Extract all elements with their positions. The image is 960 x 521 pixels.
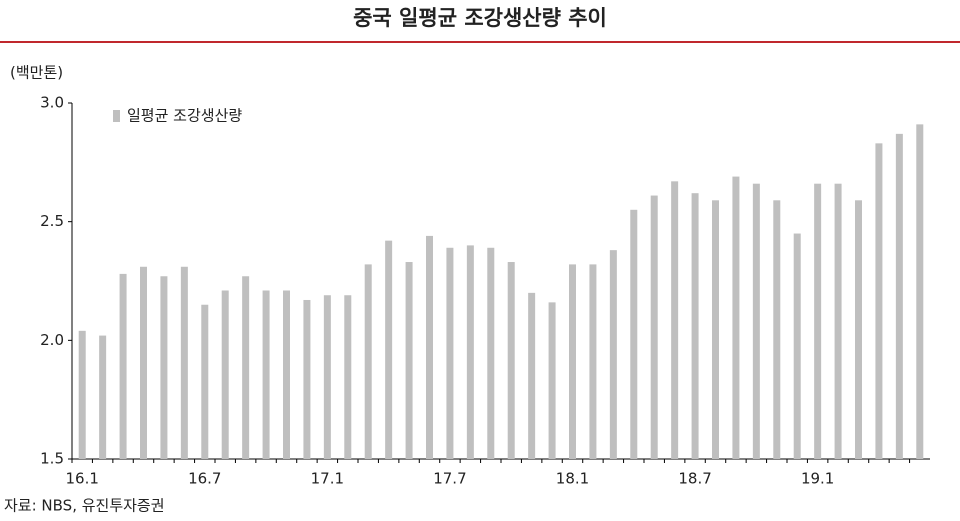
bar	[303, 299, 311, 459]
x-tick-label: 16.7	[188, 470, 221, 488]
bar	[732, 176, 740, 459]
bar	[916, 124, 924, 460]
legend-label: 일평균 조강생산량	[127, 107, 242, 125]
x-tick-label: 17.7	[433, 470, 466, 488]
bar	[405, 262, 413, 459]
bar	[446, 247, 454, 459]
bar	[589, 264, 597, 459]
bar	[283, 290, 290, 459]
bar	[712, 200, 719, 459]
bar	[201, 304, 209, 459]
bar	[385, 240, 393, 459]
bar	[180, 266, 188, 459]
bar	[221, 290, 229, 459]
bar	[691, 193, 699, 460]
bar	[344, 295, 352, 459]
x-tick-label: 18.7	[678, 470, 711, 488]
bar	[466, 245, 474, 459]
bar	[160, 276, 168, 459]
source-note: 자료: NBS, 유진투자증권	[4, 497, 165, 515]
bar	[78, 330, 86, 459]
y-tick-label: 3.0	[40, 94, 64, 112]
bar	[242, 276, 250, 459]
y-tick-label: 2.0	[40, 331, 64, 349]
bar	[895, 133, 903, 459]
bar	[323, 295, 331, 459]
bar	[630, 209, 638, 459]
bar	[773, 200, 781, 459]
bar	[548, 302, 556, 459]
y-tick-label: 1.5	[40, 450, 64, 468]
bar	[140, 266, 147, 459]
bar	[364, 264, 372, 459]
x-tick-label: 19.1	[801, 470, 834, 488]
x-tick-label: 17.1	[311, 470, 344, 488]
bar	[793, 233, 801, 459]
bar	[569, 264, 576, 459]
bar	[671, 181, 679, 459]
bar	[752, 183, 760, 459]
bar	[814, 183, 822, 459]
bar	[528, 292, 536, 459]
chart-title: 중국 일평균 조강생산량 추이	[353, 6, 607, 30]
bar	[875, 143, 883, 459]
y-tick-label: 2.5	[40, 212, 64, 230]
bar	[609, 250, 617, 459]
bar	[119, 273, 127, 459]
bar	[99, 335, 107, 459]
bar	[487, 247, 495, 459]
bar	[262, 290, 270, 459]
y-axis-unit: (백만톤)	[10, 64, 63, 82]
bar	[834, 183, 842, 459]
bar	[650, 195, 658, 459]
x-tick-label: 16.1	[66, 470, 99, 488]
x-tick-label: 18.1	[556, 470, 589, 488]
legend-swatch	[113, 110, 120, 122]
bar	[507, 262, 515, 459]
bar	[855, 200, 862, 459]
bar	[426, 235, 433, 459]
